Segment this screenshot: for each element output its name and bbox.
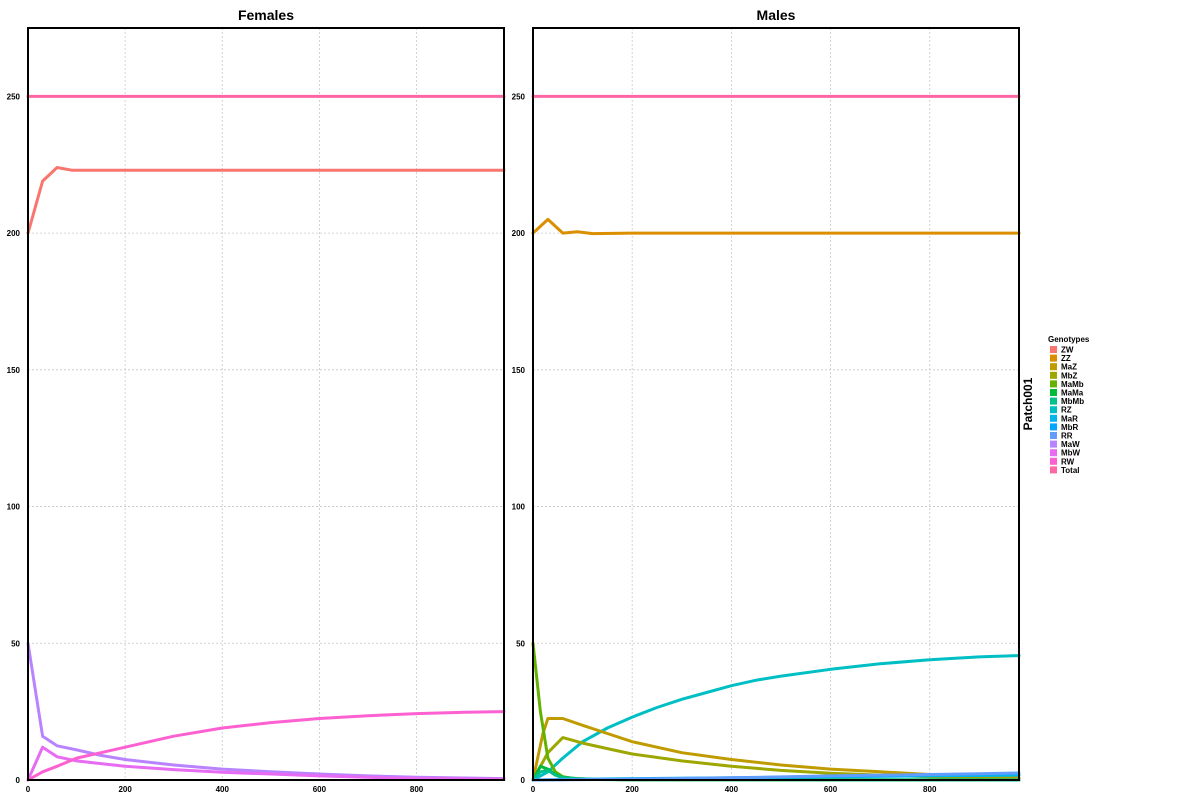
legend-swatch-mbmb — [1050, 397, 1057, 405]
patch-strip-label: Patch001 — [1021, 377, 1035, 430]
legend-label: RW — [1061, 457, 1075, 466]
legend-label: MaR — [1061, 414, 1078, 423]
legend-swatch-zz — [1050, 354, 1057, 362]
legend-label: ZW — [1061, 346, 1074, 355]
y-tick-label: 200 — [7, 229, 21, 238]
panel-frame — [532, 27, 1020, 781]
x-tick-label: 800 — [923, 785, 937, 794]
y-tick-label: 50 — [11, 639, 20, 648]
y-tick-label: 100 — [512, 503, 526, 512]
legend-label: MbR — [1061, 423, 1079, 432]
series-line-rz — [531, 654, 1021, 782]
series-line-zz — [531, 217, 1021, 236]
males-panel: Males 0 200 400 600 800 0 50 100 150 200 250 — [512, 7, 1021, 794]
legend-label: MaMb — [1061, 380, 1084, 389]
x-tick-label: 600 — [824, 785, 838, 794]
x-tick-label: 0 — [531, 785, 536, 794]
legend-title: Genotypes — [1048, 335, 1090, 344]
series-line-mamb — [531, 641, 1021, 782]
series-line-maw — [26, 641, 506, 781]
x-tick-label: 400 — [725, 785, 739, 794]
legend-swatch-zw — [1050, 346, 1057, 353]
x-tick-label: 200 — [118, 785, 132, 794]
legend-label: RZ — [1061, 406, 1072, 415]
x-tick-label: 600 — [313, 785, 327, 794]
y-tick-label: 150 — [512, 366, 526, 375]
legend-swatch-maz — [1050, 363, 1057, 371]
x-tick-label: 200 — [626, 785, 640, 794]
legend-swatch-maw — [1050, 440, 1057, 448]
legend-label: MaZ — [1061, 363, 1077, 372]
series-line-zw — [26, 166, 506, 235]
legend: Genotypes ZWZZMaZMbZMaMbMaMaMbMbRZMaRMbR… — [1048, 335, 1090, 475]
legend-label: Total — [1061, 466, 1080, 475]
legend-swatch-total — [1050, 466, 1057, 474]
legend-swatch-mar — [1050, 414, 1057, 422]
y-tick-label: 150 — [7, 366, 21, 375]
panel-title: Females — [238, 7, 294, 23]
y-tick-label: 100 — [7, 503, 21, 512]
legend-swatch-mama — [1050, 389, 1057, 396]
legend-swatch-mbr — [1050, 423, 1057, 431]
series-line-mbw — [26, 745, 506, 782]
legend-label: MaW — [1061, 440, 1080, 449]
legend-swatch-mbz — [1050, 371, 1057, 379]
y-tick-label: 250 — [512, 92, 526, 101]
x-tick-label: 400 — [216, 785, 230, 794]
y-tick-label: 0 — [521, 776, 526, 785]
legend-swatch-mbw — [1050, 449, 1057, 457]
x-tick-label: 0 — [26, 785, 31, 794]
y-tick-label: 50 — [516, 639, 525, 648]
panel-frame — [27, 27, 505, 781]
y-tick-label: 200 — [512, 229, 526, 238]
y-tick-label: 250 — [7, 92, 21, 101]
legend-swatch-rw — [1050, 457, 1057, 465]
legend-label: MaMa — [1061, 389, 1084, 398]
legend-label: ZZ — [1061, 354, 1071, 363]
y-tick-label: 0 — [16, 776, 21, 785]
patch-strip: Patch001 — [1021, 377, 1035, 430]
panel-title: Males — [757, 7, 796, 23]
legend-label: MbW — [1061, 449, 1081, 458]
x-tick-label: 800 — [410, 785, 424, 794]
females-panel: Females 0 200 400 600 800 0 50 100 150 200 250 — [7, 7, 506, 794]
legend-swatch-rr — [1050, 432, 1057, 439]
series-line-rw — [26, 710, 506, 782]
legend-label: MbMb — [1061, 397, 1084, 406]
legend-swatch-rz — [1050, 406, 1057, 414]
legend-label: RR — [1061, 432, 1073, 441]
legend-swatch-mamb — [1050, 380, 1057, 388]
legend-label: MbZ — [1061, 371, 1078, 380]
